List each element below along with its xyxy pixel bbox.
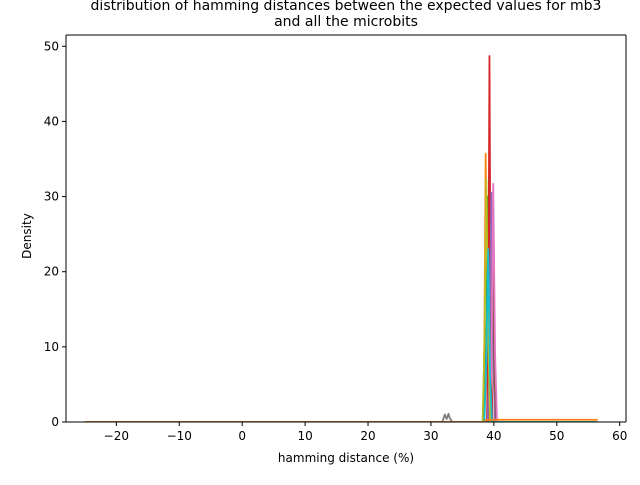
plot-area [84,55,598,422]
title-line: distribution of hamming distances betwee… [91,0,602,14]
x-tick-label: 50 [549,429,564,443]
axes: −20 −10 0 10 20 30 40 50 60 0 10 20 30 40 50 [44,34,627,443]
x-tick-label: 20 [360,429,375,443]
x-tick-label: 60 [612,429,627,443]
y-tick-label: 30 [44,190,59,204]
x-tick-label: 40 [486,429,501,443]
x-axis-label: hamming distance (%) [278,451,414,465]
series-line-7 [84,182,598,422]
series-line-9 [84,178,598,422]
x-tick-label: −20 [104,429,129,443]
y-tick-label: 50 [44,39,59,53]
series-line-11 [84,418,598,422]
chart-title: distribution of hamming distances betwee… [91,0,602,30]
x-tick-label: 30 [423,429,438,443]
y-tick-label: 40 [44,114,59,128]
y-tick-label: 20 [44,265,59,279]
y-tick-label: 10 [44,340,59,354]
series-line-10 [84,248,598,422]
x-tick-label: 0 [238,429,246,443]
series-line-5 [84,191,598,422]
series-line-3 [84,195,598,422]
title-line: and all the microbits [274,14,418,30]
series-line-4 [84,55,598,422]
x-tick-label: −10 [167,429,192,443]
x-tick-label: 10 [297,429,312,443]
y-tick-label: 0 [51,415,59,429]
y-axis-label: Density [20,213,34,259]
series-line-2 [84,152,598,422]
